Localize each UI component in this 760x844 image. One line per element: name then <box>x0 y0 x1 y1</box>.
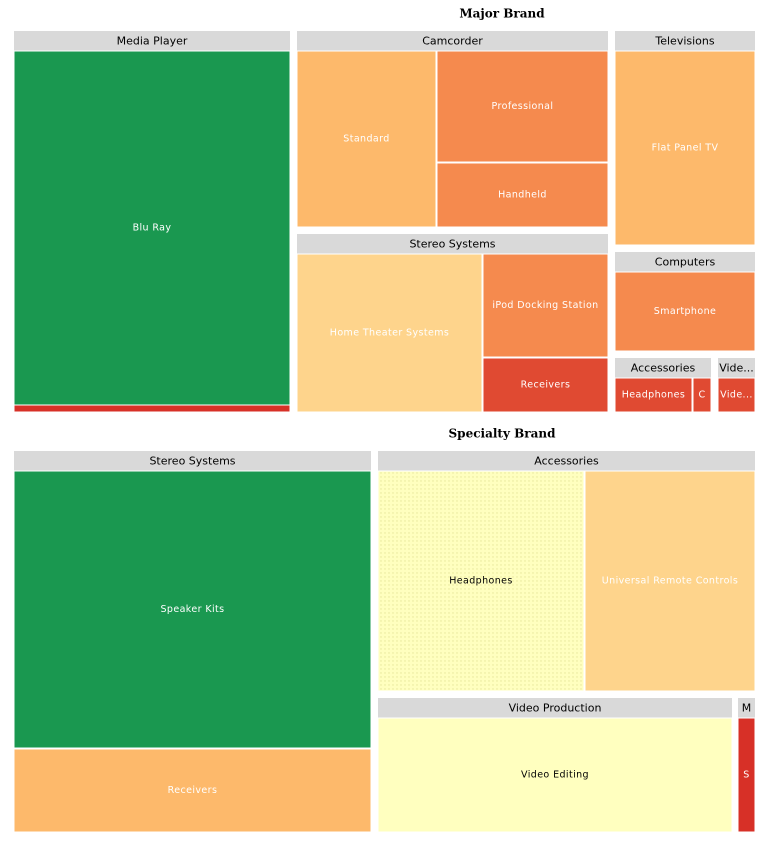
group-title-televisions: Televisions <box>654 35 714 48</box>
treemap-cell-unlabeled[interactable] <box>13 404 291 413</box>
treemap-cell-video-editing[interactable] <box>377 717 733 833</box>
cell-label-home-theater-systems: Home Theater Systems <box>330 328 449 339</box>
cell-label-ipod-docking-station: iPod Docking Station <box>492 300 598 311</box>
cell-label-smartphone: Smartphone <box>654 306 716 317</box>
cell-label-headphones: Headphones <box>449 576 513 587</box>
treemap-cell-vide[interactable] <box>717 377 756 413</box>
treemap-cell-headphones[interactable] <box>614 377 693 413</box>
treemap-cell-smartphone[interactable] <box>614 271 756 352</box>
group-header-camcorder[interactable] <box>297 31 608 51</box>
cell-label-headphones: Headphones <box>622 390 686 401</box>
group-title-stereo-systems: Stereo Systems <box>149 455 235 468</box>
cell-label-receivers: Receivers <box>168 785 218 796</box>
group-header-computers[interactable] <box>615 252 755 272</box>
treemap-cell-s[interactable] <box>737 717 756 833</box>
cell-label-s: S <box>743 770 749 781</box>
group-header-stereo-systems[interactable] <box>297 234 608 254</box>
treemap-cell-blu-ray[interactable] <box>13 50 291 406</box>
treemap-cell-universal-remote-controls[interactable] <box>584 470 756 692</box>
cell-label-professional: Professional <box>492 101 554 112</box>
group-title-stereo-systems: Stereo Systems <box>409 238 495 251</box>
treemap-cell-c[interactable] <box>692 377 712 413</box>
group-header-m[interactable] <box>738 698 755 718</box>
group-title-video-production: Video Production <box>509 702 602 715</box>
treemap-cell-standard[interactable] <box>296 50 437 228</box>
group-header-stereo-systems[interactable] <box>14 451 371 471</box>
cell-label-blu-ray: Blu Ray <box>133 223 172 234</box>
group-title-media-player: Media Player <box>117 35 188 48</box>
cell-label-receivers: Receivers <box>521 380 571 391</box>
group-title-accessories: Accessories <box>631 362 696 375</box>
group-header-televisions[interactable] <box>615 31 755 51</box>
treemap-cell-headphones[interactable] <box>377 470 585 692</box>
group-title-camcorder: Camcorder <box>422 35 483 48</box>
panel-title-specialty-brand: Specialty Brand <box>449 427 557 441</box>
treemap-cell-speaker-kits[interactable] <box>13 470 372 749</box>
treemap-cell-receivers[interactable] <box>13 748 372 833</box>
group-header-accessories[interactable] <box>615 358 711 378</box>
cell-label-vide: Vide... <box>720 390 753 401</box>
cell-label-universal-remote-controls: Universal Remote Controls <box>602 576 738 587</box>
cell-label-handheld: Handheld <box>498 190 547 201</box>
group-title-computers: Computers <box>655 256 716 269</box>
cell-label-speaker-kits: Speaker Kits <box>160 604 224 615</box>
treemap-cell-handheld[interactable] <box>436 162 609 228</box>
group-header-media-player[interactable] <box>14 31 290 51</box>
panel-title-major-brand: Major Brand <box>459 7 545 21</box>
treemap-cell-home-theater-systems[interactable] <box>296 253 483 413</box>
treemap-cell-ipod-docking-station[interactable] <box>482 253 609 358</box>
treemap-cell-receivers[interactable] <box>482 357 609 413</box>
group-header-vide[interactable] <box>718 358 755 378</box>
group-header-video-production[interactable] <box>378 698 732 718</box>
group-title-m: M <box>742 702 752 715</box>
group-header-accessories[interactable] <box>378 451 755 471</box>
cell-label-flat-panel-tv: Flat Panel TV <box>652 143 719 154</box>
cell-label-video-editing: Video Editing <box>521 770 589 781</box>
cell-label-standard: Standard <box>343 134 389 145</box>
treemap-cell-professional[interactable] <box>436 50 609 163</box>
cell-label-c: C <box>698 390 705 401</box>
group-title-accessories: Accessories <box>534 455 599 468</box>
group-title-vide: Vide... <box>719 362 754 375</box>
treemap-cell-flat-panel-tv[interactable] <box>614 50 756 246</box>
